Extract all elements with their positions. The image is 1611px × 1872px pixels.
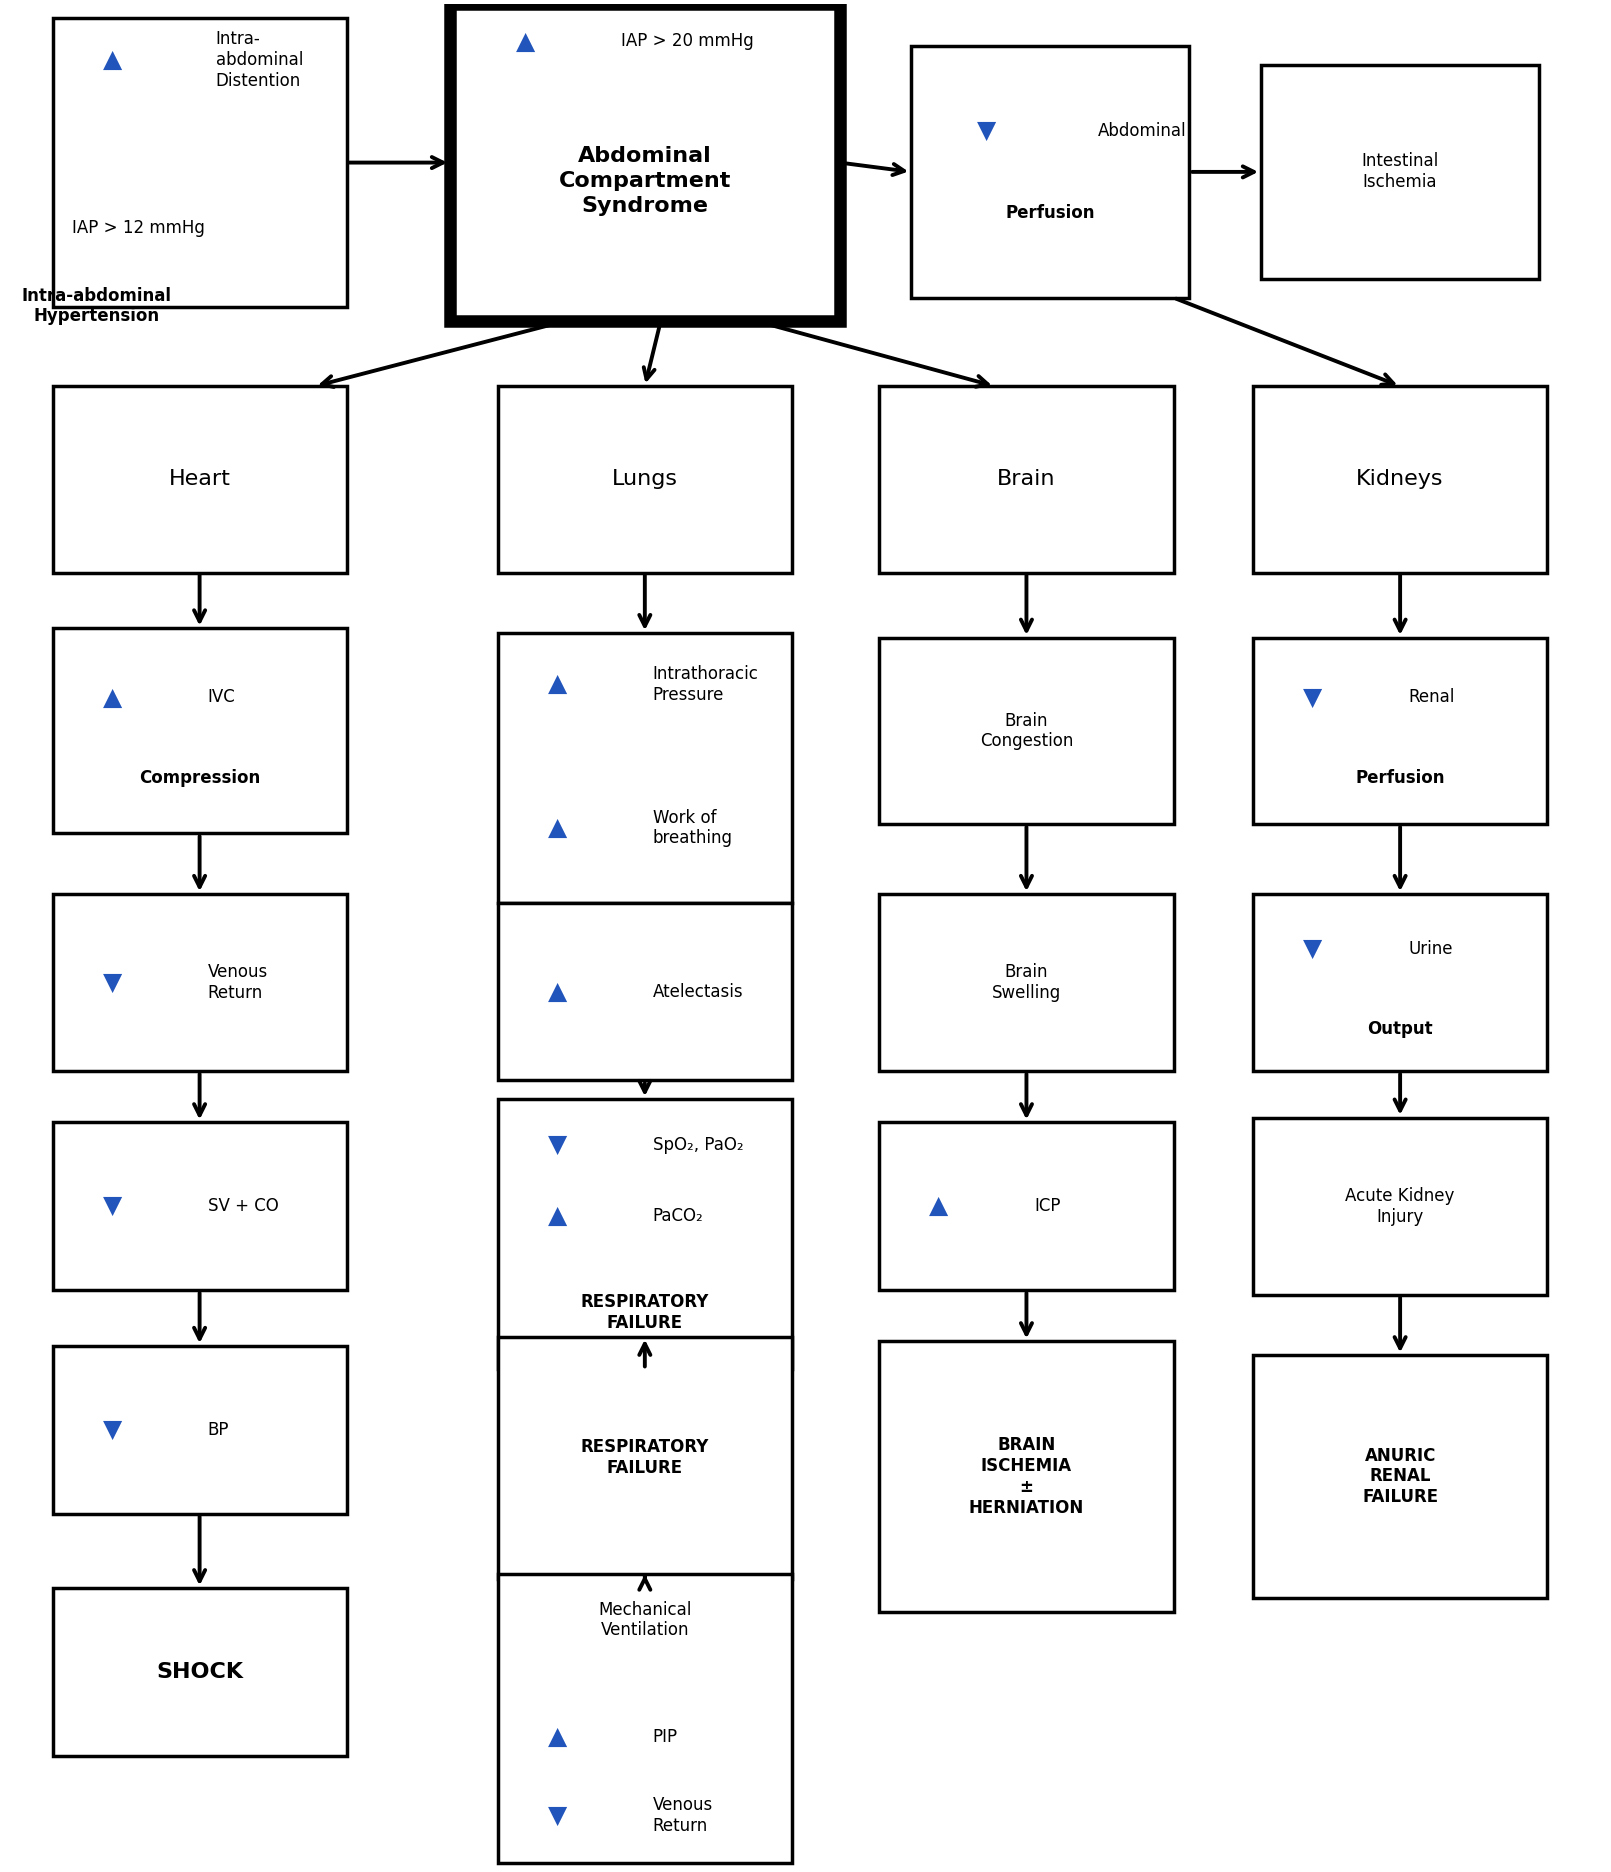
Text: Intra-
abdominal
Distention: Intra- abdominal Distention xyxy=(216,30,303,90)
FancyBboxPatch shape xyxy=(53,386,346,573)
Text: Acute Kidney
Injury: Acute Kidney Injury xyxy=(1345,1187,1455,1226)
FancyBboxPatch shape xyxy=(1253,638,1547,824)
Text: Compression: Compression xyxy=(139,769,261,786)
Text: ▼: ▼ xyxy=(548,1133,567,1157)
Text: Abdominal
Compartment
Syndrome: Abdominal Compartment Syndrome xyxy=(559,146,731,215)
Text: SpO₂, PaO₂: SpO₂, PaO₂ xyxy=(652,1136,743,1153)
Text: Venous
Return: Venous Return xyxy=(208,964,267,1002)
Text: Brain
Congestion: Brain Congestion xyxy=(979,711,1073,751)
Text: PaCO₂: PaCO₂ xyxy=(652,1207,704,1224)
FancyBboxPatch shape xyxy=(498,633,793,904)
FancyBboxPatch shape xyxy=(1261,66,1539,279)
FancyBboxPatch shape xyxy=(53,1123,346,1290)
Text: Work of
breathing: Work of breathing xyxy=(652,809,733,848)
FancyBboxPatch shape xyxy=(880,638,1173,824)
FancyBboxPatch shape xyxy=(498,386,793,573)
FancyBboxPatch shape xyxy=(498,1574,793,1863)
FancyBboxPatch shape xyxy=(449,4,839,320)
Text: Venous
Return: Venous Return xyxy=(652,1797,714,1835)
Text: ▲: ▲ xyxy=(548,1204,567,1228)
Text: Lungs: Lungs xyxy=(612,470,678,489)
Text: Brain: Brain xyxy=(997,470,1055,489)
Text: RESPIRATORY
FAILURE: RESPIRATORY FAILURE xyxy=(580,1294,709,1331)
Text: SHOCK: SHOCK xyxy=(156,1662,243,1683)
FancyBboxPatch shape xyxy=(498,1337,793,1578)
Text: BP: BP xyxy=(208,1421,229,1440)
Text: ▲: ▲ xyxy=(103,685,122,709)
Text: Intestinal
Ischemia: Intestinal Ischemia xyxy=(1361,152,1439,191)
FancyBboxPatch shape xyxy=(498,1099,793,1368)
FancyBboxPatch shape xyxy=(53,1587,346,1756)
Text: ▲: ▲ xyxy=(548,672,567,696)
FancyBboxPatch shape xyxy=(880,386,1173,573)
FancyBboxPatch shape xyxy=(498,904,793,1080)
Text: ▲: ▲ xyxy=(548,816,567,841)
Text: Urine: Urine xyxy=(1408,940,1453,958)
Text: Mechanical
Ventilation: Mechanical Ventilation xyxy=(598,1601,691,1640)
Text: RESPIRATORY
FAILURE: RESPIRATORY FAILURE xyxy=(580,1438,709,1477)
Text: ▲: ▲ xyxy=(930,1194,949,1219)
Text: Abdominal: Abdominal xyxy=(1099,122,1187,140)
Text: ▼: ▼ xyxy=(103,1194,122,1219)
Text: ▲: ▲ xyxy=(548,979,567,1003)
FancyBboxPatch shape xyxy=(880,1123,1173,1290)
Text: Perfusion: Perfusion xyxy=(1005,204,1095,223)
Text: IAP > 12 mmHg: IAP > 12 mmHg xyxy=(72,219,205,236)
Text: ICP: ICP xyxy=(1034,1198,1062,1215)
FancyBboxPatch shape xyxy=(53,1346,346,1514)
Text: ▼: ▼ xyxy=(103,1417,122,1441)
Text: ▼: ▼ xyxy=(103,970,122,994)
FancyBboxPatch shape xyxy=(912,47,1189,298)
Text: Output: Output xyxy=(1368,1020,1432,1039)
Text: ▼: ▼ xyxy=(1303,685,1323,709)
Text: ▲: ▲ xyxy=(103,49,122,73)
Text: ▲: ▲ xyxy=(516,30,535,54)
Text: IVC: IVC xyxy=(208,689,235,706)
Text: Brain
Swelling: Brain Swelling xyxy=(992,964,1062,1002)
Text: Heart: Heart xyxy=(169,470,230,489)
FancyBboxPatch shape xyxy=(880,895,1173,1071)
Text: BRAIN
ISCHEMIA
±
HERNIATION: BRAIN ISCHEMIA ± HERNIATION xyxy=(968,1436,1084,1516)
FancyBboxPatch shape xyxy=(1253,1118,1547,1295)
Text: ▲: ▲ xyxy=(548,1726,567,1748)
Text: SV + CO: SV + CO xyxy=(208,1198,279,1215)
FancyBboxPatch shape xyxy=(1253,895,1547,1071)
FancyBboxPatch shape xyxy=(1253,1355,1547,1597)
Text: ▼: ▼ xyxy=(1303,938,1323,960)
Text: Kidneys: Kidneys xyxy=(1356,470,1443,489)
Text: Intra-abdominal
Hypertension: Intra-abdominal Hypertension xyxy=(21,286,171,326)
FancyBboxPatch shape xyxy=(1253,386,1547,573)
FancyBboxPatch shape xyxy=(53,19,346,307)
Text: Renal: Renal xyxy=(1408,689,1455,706)
Text: Perfusion: Perfusion xyxy=(1355,769,1445,786)
Text: IAP > 20 mmHg: IAP > 20 mmHg xyxy=(620,32,754,51)
Text: PIP: PIP xyxy=(652,1728,678,1747)
FancyBboxPatch shape xyxy=(880,1342,1173,1612)
Text: Intrathoracic
Pressure: Intrathoracic Pressure xyxy=(652,665,759,704)
FancyBboxPatch shape xyxy=(53,895,346,1071)
Text: ▼: ▼ xyxy=(978,120,996,142)
Text: Atelectasis: Atelectasis xyxy=(652,983,743,1002)
FancyBboxPatch shape xyxy=(53,629,346,833)
Text: ▼: ▼ xyxy=(548,1803,567,1827)
Text: ANURIC
RENAL
FAILURE: ANURIC RENAL FAILURE xyxy=(1361,1447,1439,1507)
